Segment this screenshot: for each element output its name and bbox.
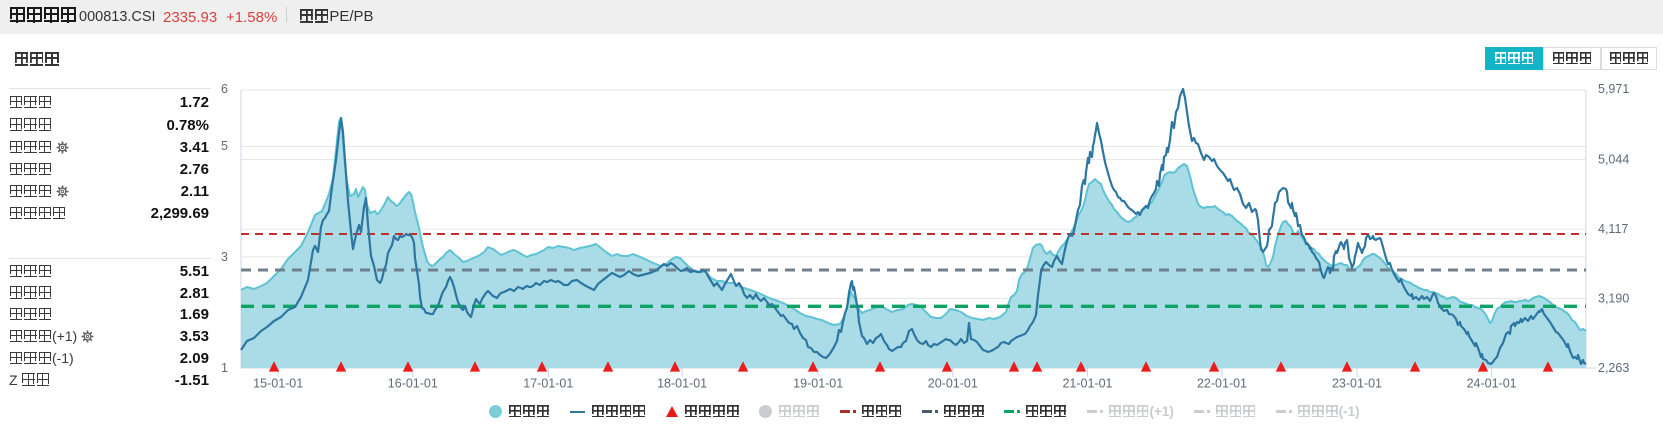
svg-text:4,117: 4,117 xyxy=(1598,222,1628,236)
svg-text:23-01-01: 23-01-01 xyxy=(1332,377,1382,391)
svg-text:3: 3 xyxy=(221,250,228,264)
svg-text:2,263: 2,263 xyxy=(1598,361,1629,375)
svg-text:18-01-01: 18-01-01 xyxy=(657,377,707,391)
svg-text:22-01-01: 22-01-01 xyxy=(1197,377,1247,391)
svg-text:24-01-01: 24-01-01 xyxy=(1467,377,1517,391)
svg-text:15-01-01: 15-01-01 xyxy=(253,377,303,391)
svg-text:17-01-01: 17-01-01 xyxy=(523,377,573,391)
svg-text:21-01-01: 21-01-01 xyxy=(1062,377,1112,391)
svg-text:3,190: 3,190 xyxy=(1598,292,1629,306)
svg-text:5,044: 5,044 xyxy=(1598,153,1629,167)
svg-text:1: 1 xyxy=(221,361,228,375)
svg-text:5,971: 5,971 xyxy=(1598,82,1629,96)
svg-text:16-01-01: 16-01-01 xyxy=(388,377,438,391)
svg-text:6: 6 xyxy=(221,82,228,96)
svg-text:5: 5 xyxy=(221,139,228,153)
svg-text:20-01-01: 20-01-01 xyxy=(928,377,978,391)
svg-text:19-01-01: 19-01-01 xyxy=(793,377,843,391)
